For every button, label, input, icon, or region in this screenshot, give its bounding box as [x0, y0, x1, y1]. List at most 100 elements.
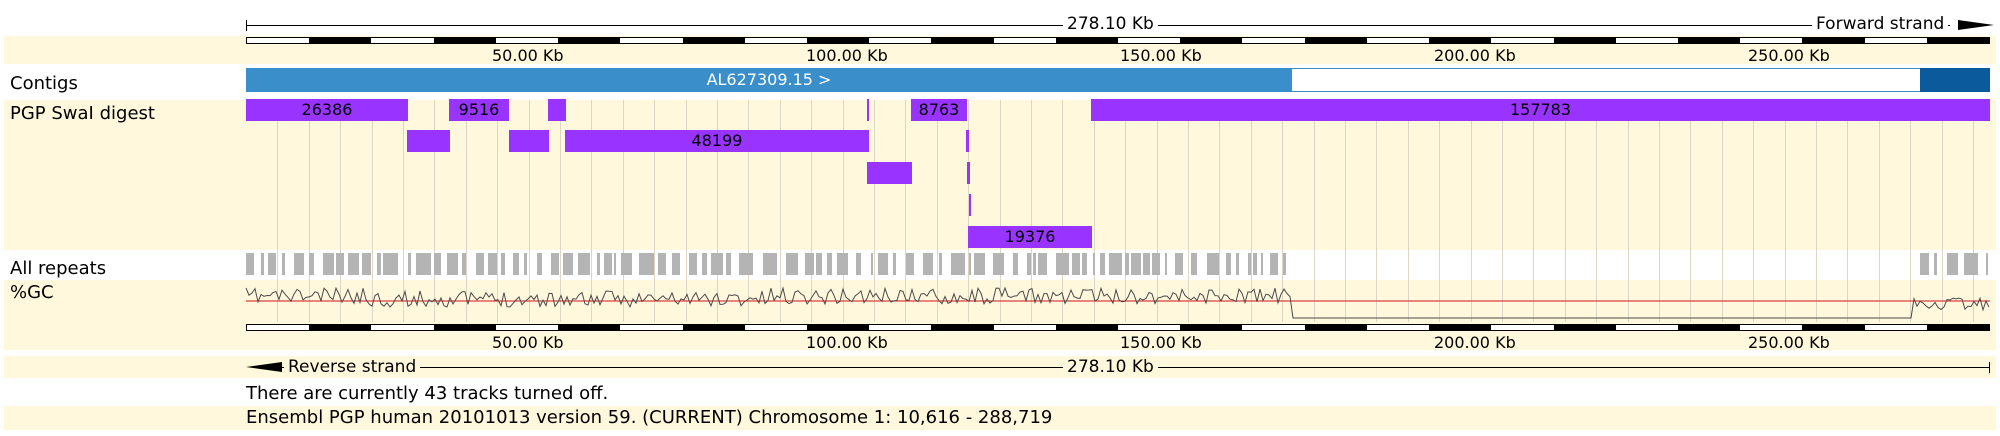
digest-fragment[interactable]: 48199: [565, 130, 869, 152]
digest-fragment[interactable]: [548, 99, 566, 121]
repeat-block[interactable]: [1236, 253, 1239, 275]
repeat-block[interactable]: [551, 253, 559, 275]
repeat-block[interactable]: [805, 253, 814, 275]
repeat-block[interactable]: [246, 253, 254, 275]
repeat-block[interactable]: [348, 253, 359, 275]
repeat-block[interactable]: [537, 253, 542, 275]
repeat-block[interactable]: [993, 253, 1004, 275]
repeat-block[interactable]: [282, 253, 285, 275]
repeat-block[interactable]: [878, 253, 888, 275]
digest-fragment[interactable]: [966, 130, 969, 152]
repeat-block[interactable]: [488, 253, 497, 275]
repeat-block[interactable]: [1038, 253, 1047, 275]
digest-fragment[interactable]: [867, 162, 912, 184]
repeat-block[interactable]: [1093, 253, 1095, 275]
repeat-block[interactable]: [974, 253, 985, 275]
repeat-block[interactable]: [1947, 253, 1958, 275]
repeat-block[interactable]: [597, 253, 600, 275]
gc-content-graph[interactable]: [245, 280, 1990, 322]
repeat-block[interactable]: [923, 253, 933, 275]
repeat-block[interactable]: [1152, 253, 1160, 275]
digest-fragment[interactable]: [969, 194, 971, 216]
digest-fragment[interactable]: 19376: [968, 226, 1092, 248]
repeat-block[interactable]: [939, 253, 942, 275]
gc-track-label[interactable]: %GC: [10, 282, 54, 303]
repeat-block[interactable]: [1082, 253, 1087, 275]
repeat-block[interactable]: [563, 253, 573, 275]
repeat-block[interactable]: [1253, 253, 1257, 275]
digest-fragment[interactable]: [407, 130, 450, 152]
repeat-block[interactable]: [1283, 253, 1286, 275]
repeat-block[interactable]: [951, 253, 965, 275]
repeat-block[interactable]: [1165, 253, 1167, 275]
repeat-block[interactable]: [416, 253, 431, 275]
repeat-block[interactable]: [969, 253, 971, 275]
repeat-block[interactable]: [763, 253, 777, 275]
repeat-block[interactable]: [726, 253, 731, 275]
repeat-block[interactable]: [1072, 253, 1080, 275]
repeat-block[interactable]: [827, 253, 832, 275]
repeat-block[interactable]: [1143, 253, 1150, 275]
repeat-block[interactable]: [1175, 253, 1183, 275]
repeat-block[interactable]: [837, 253, 848, 275]
repeat-block[interactable]: [1934, 253, 1937, 275]
repeat-block[interactable]: [1191, 253, 1197, 275]
repeat-block[interactable]: [1964, 253, 1978, 275]
repeats-track-label[interactable]: All repeats: [10, 258, 107, 279]
repeat-block[interactable]: [578, 253, 590, 275]
repeat-block[interactable]: [1033, 253, 1036, 275]
repeat-block[interactable]: [1207, 253, 1219, 275]
repeat-block[interactable]: [377, 253, 381, 275]
repeat-block[interactable]: [524, 253, 527, 275]
repeat-block[interactable]: [323, 253, 334, 275]
digest-fragment[interactable]: 26386: [246, 99, 408, 121]
repeat-block[interactable]: [501, 253, 505, 275]
repeat-block[interactable]: [871, 253, 873, 275]
repeat-block[interactable]: [1109, 253, 1122, 275]
repeat-block[interactable]: [408, 253, 411, 275]
repeat-block[interactable]: [1100, 253, 1105, 275]
repeat-block[interactable]: [816, 253, 822, 275]
repeat-block[interactable]: [739, 253, 753, 275]
contigs-track-label[interactable]: Contigs: [10, 73, 78, 94]
repeat-block[interactable]: [1027, 253, 1031, 275]
repeat-block[interactable]: [702, 253, 707, 275]
contig-feature[interactable]: AL627309.15 >: [246, 68, 1292, 92]
repeat-block[interactable]: [336, 253, 344, 275]
repeat-block[interactable]: [672, 253, 680, 275]
repeat-block[interactable]: [893, 253, 896, 275]
repeat-block[interactable]: [621, 253, 632, 275]
repeat-block[interactable]: [309, 253, 314, 275]
digest-fragment[interactable]: 9516: [449, 99, 509, 121]
repeat-block[interactable]: [1270, 253, 1278, 275]
repeat-block[interactable]: [1056, 253, 1069, 275]
digest-fragment[interactable]: 8763: [911, 99, 967, 121]
repeat-block[interactable]: [906, 253, 914, 275]
repeat-block[interactable]: [639, 253, 654, 275]
repeat-block[interactable]: [294, 253, 304, 275]
repeat-block[interactable]: [261, 253, 264, 275]
repeat-block[interactable]: [383, 253, 398, 275]
repeat-block[interactable]: [513, 253, 519, 275]
repeat-block[interactable]: [604, 253, 612, 275]
repeat-block[interactable]: [434, 253, 441, 275]
repeat-block[interactable]: [268, 253, 276, 275]
digest-fragment[interactable]: [867, 99, 869, 121]
repeat-block[interactable]: [1131, 253, 1141, 275]
repeat-block[interactable]: [1013, 253, 1018, 275]
repeat-block[interactable]: [614, 253, 616, 275]
digest-fragment[interactable]: 157783: [1091, 99, 1990, 121]
digest-track-label[interactable]: PGP SwaI digest: [10, 103, 155, 124]
repeat-block[interactable]: [462, 253, 466, 275]
repeat-block[interactable]: [658, 253, 666, 275]
repeat-block[interactable]: [689, 253, 697, 275]
repeat-block[interactable]: [786, 253, 798, 275]
repeat-block[interactable]: [1986, 253, 1988, 275]
repeat-block[interactable]: [447, 253, 458, 275]
repeat-block[interactable]: [362, 253, 371, 275]
repeat-block[interactable]: [1920, 253, 1929, 275]
repeat-block[interactable]: [1125, 253, 1129, 275]
digest-fragment[interactable]: [509, 130, 549, 152]
repeat-block[interactable]: [711, 253, 723, 275]
repeat-block[interactable]: [856, 253, 861, 275]
